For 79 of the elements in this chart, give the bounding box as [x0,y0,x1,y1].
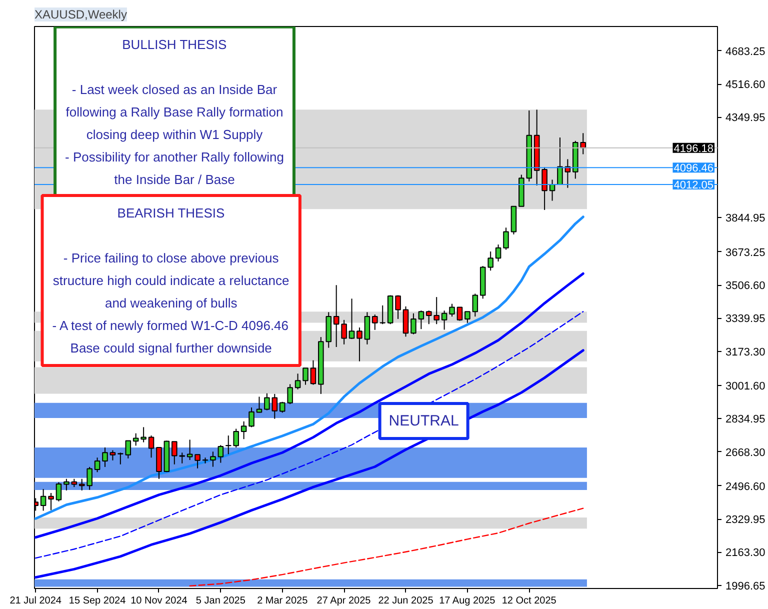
y-tick-label: 4516.60 [726,79,766,92]
candlestick [348,298,355,340]
candlestick [248,406,254,428]
text: BULLISH THESIS - Last week closed as an Inside Bar following a Rally Base Rally formation closing deep within W1 Supply - Possibility for another Rally following the Inside Bar / Base [65,36,284,187]
candlestick [264,392,270,411]
candlestick [218,444,224,464]
candlestick [434,296,440,325]
y-tick-label: 3339.95 [726,313,766,326]
ref-line-label: 4196.18 [674,142,714,155]
candlestick [542,166,548,210]
candlestick [225,435,232,455]
y-tick-label: 3173.30 [726,346,766,358]
chart-title: XAUUSD,Weekly [34,8,127,22]
line-series [189,508,584,587]
x-tick-label: 10 Nov 2024 [130,596,188,606]
candlestick [557,137,563,185]
candlestick [233,428,239,448]
y-tick-label: 4349.95 [726,112,766,124]
candlestick [132,432,139,446]
x-tick-label: 2 Mar 2025 [257,596,308,606]
candlestick [333,284,340,348]
candlestick [294,373,301,390]
candlestick [194,454,200,469]
text: BEARISH THESIS - Price failing to close above previous structure high could indicate a reluctance and weakening of bulls - A test of newly formed W1-C-D 4096.46 Base could signal further downside [52,206,290,356]
y-tick-label: 3506.60 [726,280,766,292]
line-series [34,272,584,539]
candlestick [472,293,478,318]
candlestick [418,310,424,330]
candlestick [402,306,409,338]
annotation: NEUTRAL [388,412,459,430]
candlestick [186,439,193,460]
candlestick [441,310,448,330]
candlestick [410,312,416,335]
candlestick [272,393,278,420]
y-tick-label: 3673.25 [726,246,766,259]
candlestick [464,311,470,324]
candlestick [310,360,316,386]
candlestick [140,426,146,443]
y-tick-label: 1996.65 [726,580,766,592]
candlestick [48,492,54,511]
x-tick-label: 22 Jun 2025 [378,596,434,606]
candlestick [456,306,463,322]
candlestick [495,244,502,262]
x-tick-label: 27 Apr 2025 [316,596,372,606]
candlestick [426,310,432,325]
candlestick [94,457,100,473]
y-tick-label: 2163.30 [726,547,766,560]
y-tick-label: 2329.95 [726,514,766,526]
candlestick [172,441,178,465]
candlestick [364,312,370,345]
x-tick-label: 5 Jan 2025 [196,596,246,606]
candlestick [210,451,216,468]
candlestick [488,251,494,272]
candlestick [240,420,247,440]
candlestick [356,326,362,362]
ref-line-label: 4012.05 [674,179,714,192]
candlestick [449,303,455,318]
ref-line-label: 4096.46 [674,162,714,175]
candlestick [503,227,509,250]
candlestick [341,319,347,345]
candlestick [148,435,154,458]
y-tick-label: 2496.60 [726,480,766,493]
candlestick [56,482,62,502]
x-tick-label: 12 Oct 2025 [502,596,557,606]
x-tick-label: 17 Aug 2025 [439,596,496,606]
candlestick [395,294,401,320]
candlestick [302,368,308,386]
candlestick [102,446,108,468]
candlestick [110,450,116,461]
y-tick-label: 2668.30 [726,446,766,459]
x-tick-label: 21 Jul 2024 [10,596,62,606]
y-tick-label: 3001.60 [726,380,766,392]
y-tick-label: 4683.25 [726,46,766,58]
y-tick-label: 2834.95 [726,414,766,426]
x-tick-label: 15 Sep 2024 [68,596,126,606]
line-series [35,310,584,559]
y-tick-label: 3844.95 [726,212,766,225]
candlestick [40,488,46,512]
candlestick [64,478,70,491]
